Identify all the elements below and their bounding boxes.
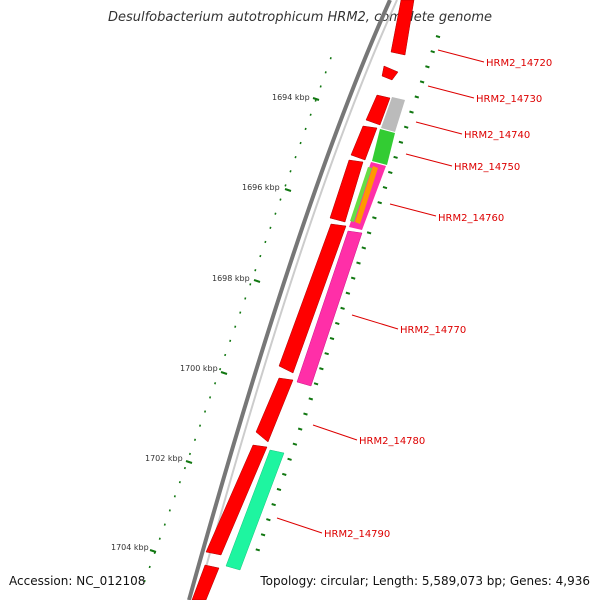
gene-arrow[interactable] [350,125,378,161]
scale-dot [324,352,329,356]
gene-labels: HRM2_14720 HRM2_14730 HRM2_14740 HRM2_14… [276,49,552,540]
accession-text: Accession: NC_012108 [9,574,146,588]
scale-dot [419,80,425,84]
scale-dot [388,170,393,175]
gene-label[interactable]: HRM2_14720 [486,58,552,69]
scale-tick [185,460,193,464]
gene-label[interactable]: HRM2_14790 [324,529,390,540]
gene-block[interactable] [381,97,405,132]
gene-block[interactable] [372,129,395,165]
scale-dot [377,201,382,205]
leader-line [415,121,463,135]
scale-dot [260,533,266,537]
scale-dot [361,246,367,250]
scale-dot [372,216,377,220]
leader-line [437,49,485,63]
scale-tick [149,549,157,553]
gene-label[interactable]: HRM2_14780 [359,436,425,447]
scale-dot [276,487,282,492]
leader-line [351,314,399,330]
scale-dot [308,397,314,401]
gene-block[interactable] [225,449,285,571]
gene-arrow[interactable] [278,223,347,374]
gene-block[interactable] [350,167,372,222]
genome-backbone [187,0,392,600]
genome-summary: Topology: circular; Length: 5,589,073 bp… [260,574,590,588]
inner-strand-genes [225,97,405,571]
gene-label[interactable]: HRM2_14770 [400,325,466,336]
leader-line [276,517,323,534]
scale-label: 1700 kbp [180,364,218,373]
scale-dot [266,518,271,522]
leader-line [389,203,437,217]
scale-dot [409,110,414,114]
scale-dot [313,382,319,386]
gene-label[interactable]: HRM2_14730 [476,94,542,105]
genome-backbone-inner [196,0,398,600]
scale-dot [271,503,276,507]
gene-arrow[interactable] [205,444,268,556]
scale-dot [303,412,308,416]
scale-label: 1696 kbp [242,183,280,192]
gene-arrow[interactable] [381,65,399,81]
scale-dot [287,457,292,461]
scale-dot [297,427,303,431]
scale-dot [414,95,420,99]
leader-line [427,85,475,99]
scale-label: 1694 kbp [272,93,310,102]
scale-dot [292,442,298,446]
scale-dot [334,321,340,325]
scale-dot [255,548,261,552]
scale-dot [356,261,361,265]
scale-dot [281,472,287,476]
scale-label: 1698 kbp [212,274,250,283]
leader-line [405,153,453,167]
gene-arrow[interactable] [191,564,220,600]
gene-label[interactable]: HRM2_14760 [438,213,504,224]
scale-dot [435,35,441,39]
scale-dot [425,65,430,69]
scale-dot [350,276,356,280]
scale-dots [143,35,441,583]
scale-dot [382,186,388,190]
scale-dot [345,291,351,295]
scale-dot [393,155,398,159]
scale-ticks: 1694 kbp 1696 kbp 1698 kbp 1700 kbp 1702… [111,93,320,553]
scale-dot [340,306,345,310]
leader-line [312,424,358,441]
gene-arrow[interactable] [365,94,391,126]
scale-dot [403,125,409,129]
map-title: Desulfobacterium autotrophicum HRM2, com… [107,10,493,25]
scale-dot [329,336,335,341]
scale-label: 1702 kbp [145,454,183,463]
scale-dot [319,367,324,371]
gene-block[interactable] [355,166,378,224]
scale-tick [312,97,320,101]
gene-arrow[interactable] [255,377,294,443]
gene-label[interactable]: HRM2_14750 [454,162,520,173]
gene-block[interactable] [296,230,363,387]
scale-dot [366,231,372,235]
gene-arrow[interactable] [329,159,364,223]
gene-arrow[interactable] [390,0,415,56]
scale-tick [253,279,261,283]
scale-tick [220,371,228,375]
scale-label: 1704 kbp [111,543,149,552]
scale-dot [430,50,435,54]
gene-label[interactable]: HRM2_14740 [464,130,530,141]
outer-strand-genes [191,0,415,600]
scale-dot [398,140,404,144]
scale-tick [284,188,292,192]
